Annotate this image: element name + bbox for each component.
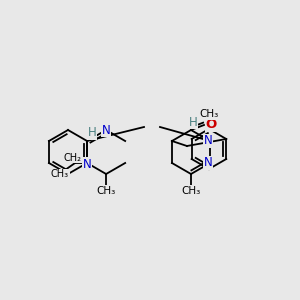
Text: CH₂: CH₂ xyxy=(63,153,81,163)
Text: CH₃: CH₃ xyxy=(199,109,219,119)
Text: N: N xyxy=(204,157,212,169)
Text: CH₃: CH₃ xyxy=(51,169,69,179)
Text: O: O xyxy=(206,118,217,131)
Text: H: H xyxy=(88,127,96,140)
Text: CH₃: CH₃ xyxy=(97,186,116,196)
Text: CH₃: CH₃ xyxy=(182,186,201,196)
Text: H: H xyxy=(189,116,197,128)
Text: N: N xyxy=(204,134,212,148)
Text: N: N xyxy=(102,124,110,136)
Text: N: N xyxy=(83,158,92,170)
